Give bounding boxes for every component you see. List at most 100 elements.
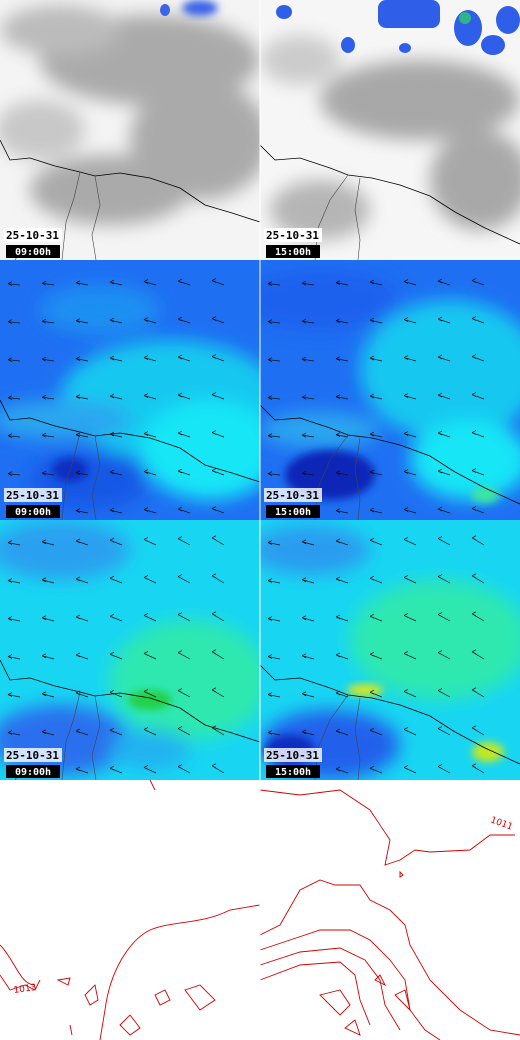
wind-arrow [403, 355, 417, 362]
wind-arrow [335, 508, 349, 514]
wind-arrow [109, 613, 123, 622]
wind-panel [0, 260, 260, 520]
date-box [264, 748, 322, 762]
wind-arrow [75, 652, 89, 660]
wind-arrow [109, 651, 123, 660]
wind-arrow [335, 356, 349, 362]
time-label: 09:00h [15, 507, 51, 518]
time-box [266, 505, 320, 518]
wind-arrow [75, 318, 89, 324]
wind-arrow [267, 471, 281, 477]
wind-arrow [143, 651, 157, 660]
panel-overlay: 25-10-31 09:00h [0, 278, 260, 520]
wind-arrow [75, 538, 89, 546]
wind-arrow [177, 316, 191, 324]
wind-arrow [301, 615, 315, 622]
wind-arrow [471, 687, 485, 698]
cloud-panel [0, 0, 260, 260]
wind-arrow [75, 614, 89, 622]
wind-arrow [369, 537, 383, 546]
wind-arrow [177, 506, 191, 514]
wind-arrow [211, 316, 225, 324]
wind-arrow [267, 578, 281, 584]
wind-arrow [403, 317, 417, 324]
wind-arrow [177, 354, 191, 362]
contour-panel [0, 779, 261, 1040]
wind-arrow [41, 470, 55, 476]
wind-arrow [403, 393, 417, 400]
wind-arrow [177, 650, 191, 660]
wind-arrow [267, 357, 281, 363]
wind-arrow [301, 539, 315, 546]
wind-arrow [437, 536, 451, 546]
wind-arrow [7, 654, 21, 660]
wind-arrow [211, 763, 225, 774]
date-label: 25-10-31 [266, 489, 319, 502]
wind-arrow [75, 432, 89, 438]
time-label: 15:00h [275, 507, 311, 518]
wind-arrow [301, 280, 315, 286]
wind-arrow [211, 535, 225, 546]
wind-arrow [403, 727, 417, 736]
wind-arrow [335, 614, 349, 622]
wind-arrow [437, 726, 451, 736]
time-box [266, 765, 320, 778]
wind-arrow [369, 355, 383, 362]
wind-arrow [301, 432, 315, 438]
wind-arrow [109, 469, 123, 476]
wind-arrow [267, 616, 281, 622]
wind-arrow [211, 687, 225, 698]
wind-arrow [109, 317, 123, 324]
wind-arrow [177, 574, 191, 584]
wind-arrow [109, 393, 123, 400]
wind-arrow [437, 650, 451, 660]
wind-arrow [471, 506, 485, 514]
isobar [56, 977, 216, 1036]
coastline [0, 399, 260, 483]
wind-arrow [301, 577, 315, 584]
time-label: 09:00h [15, 247, 51, 258]
wind-arrow [369, 727, 383, 736]
wind-arrow [143, 507, 157, 514]
wind-arrow [437, 316, 451, 324]
time-label: 15:00h [275, 247, 311, 258]
time-box [6, 765, 60, 778]
wind-arrow [41, 653, 55, 660]
coastline [260, 144, 520, 245]
wind-arrow [7, 730, 21, 736]
wind-arrow [75, 356, 89, 362]
wind-arrow [301, 691, 315, 698]
wind-arrow [369, 431, 383, 438]
wind-arrow [177, 726, 191, 736]
wind-arrow [41, 318, 55, 324]
wind-arrow [211, 392, 225, 400]
date-label: 25-10-31 [6, 489, 59, 502]
wind-arrow [437, 688, 451, 698]
wind-arrow [75, 766, 89, 774]
wind-arrow [369, 317, 383, 324]
wind-arrow [7, 281, 21, 287]
wind-arrow [369, 651, 383, 660]
wind-arrow [75, 508, 89, 514]
wind-arrow [7, 357, 21, 363]
date-box [264, 228, 322, 242]
wind-arrow [41, 691, 55, 698]
wind-arrow [471, 316, 485, 324]
wind-arrow [211, 649, 225, 660]
wind-arrow [7, 395, 21, 401]
wind-arrow [41, 729, 55, 736]
wind-arrow [369, 279, 383, 286]
wind-arrow [471, 649, 485, 660]
isobar [0, 779, 261, 1040]
date-box [4, 748, 62, 762]
wind-arrow [369, 575, 383, 584]
wind-panel [260, 260, 520, 520]
wind-arrow [109, 537, 123, 546]
date-box [4, 228, 62, 242]
wind-arrow [75, 728, 89, 736]
wind-arrow [471, 354, 485, 362]
wind-arrow [437, 612, 451, 622]
river [314, 174, 361, 260]
river [314, 434, 361, 520]
wind-arrow [267, 319, 281, 325]
